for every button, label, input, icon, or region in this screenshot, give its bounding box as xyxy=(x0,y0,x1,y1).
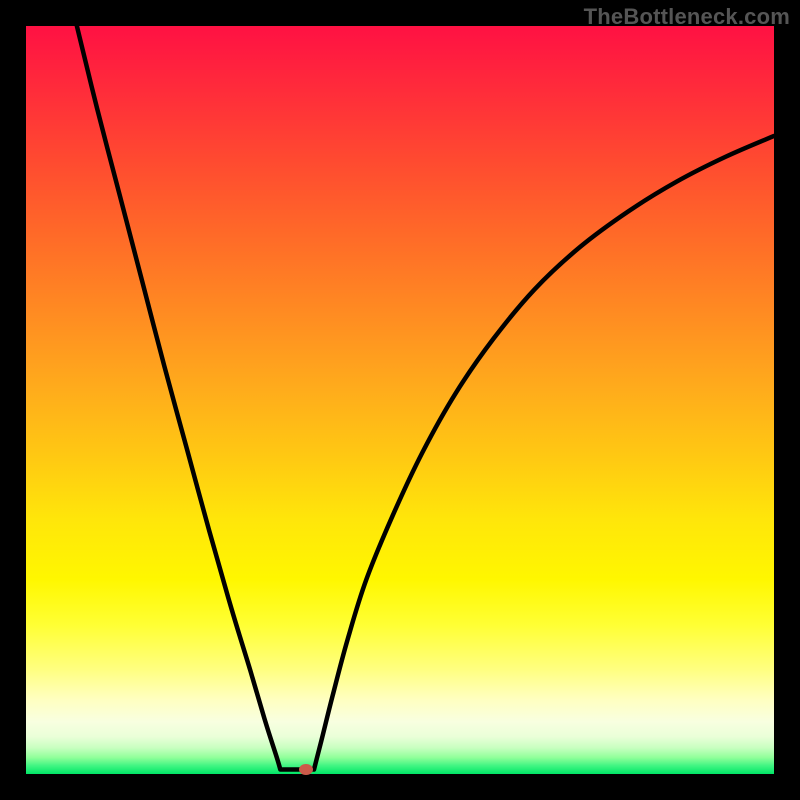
optimum-marker xyxy=(299,764,313,775)
plot-area xyxy=(26,26,774,774)
bottleneck-curve xyxy=(26,26,774,774)
gradient-background xyxy=(26,26,774,774)
chart-frame: TheBottleneck.com xyxy=(0,0,800,800)
